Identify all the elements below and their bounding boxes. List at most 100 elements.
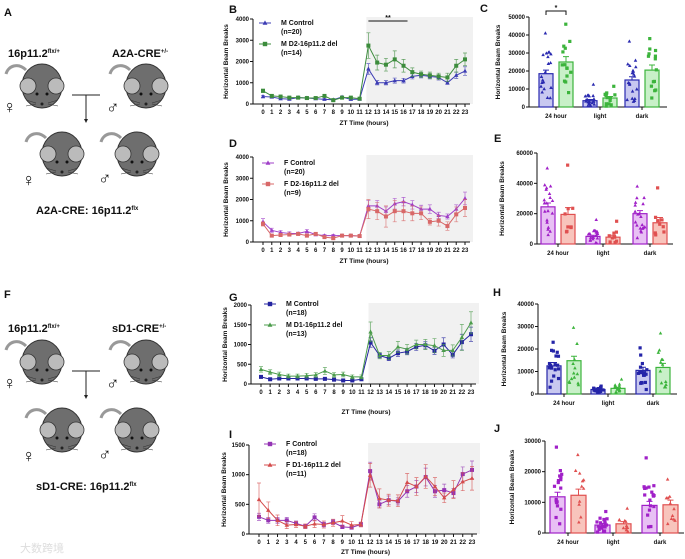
triangle-marker bbox=[591, 99, 596, 103]
triangle-marker bbox=[267, 462, 273, 467]
triangle-marker bbox=[664, 496, 669, 500]
x-tick-label: 16 bbox=[404, 540, 411, 546]
triangle-marker bbox=[401, 199, 406, 204]
square-marker bbox=[340, 233, 345, 238]
triangle-marker bbox=[256, 497, 262, 502]
square-marker bbox=[269, 93, 274, 98]
triangle-marker bbox=[665, 477, 670, 481]
panel-label-b: B bbox=[229, 4, 237, 16]
male-symbol-icon: ♂ bbox=[98, 444, 112, 464]
triangle-marker bbox=[577, 499, 582, 503]
square-marker bbox=[331, 236, 336, 241]
square-marker bbox=[257, 514, 261, 519]
x-tick-label: 15 bbox=[391, 110, 398, 116]
square-marker bbox=[639, 381, 643, 385]
dark-phase-shading bbox=[366, 155, 473, 242]
triangle-marker bbox=[577, 502, 581, 506]
square-marker bbox=[549, 348, 554, 352]
square-marker bbox=[563, 212, 567, 216]
panel-label-i: I bbox=[229, 429, 232, 441]
triangle-marker bbox=[542, 198, 547, 202]
square-marker bbox=[559, 507, 563, 511]
square-marker bbox=[463, 206, 467, 210]
x-tick-label: 8 bbox=[332, 110, 336, 116]
x-tick-label: 22 bbox=[453, 248, 460, 254]
x-tick-label: 7 bbox=[322, 540, 326, 546]
square-marker bbox=[604, 102, 608, 106]
triangle-marker bbox=[548, 229, 552, 233]
triangle-marker bbox=[633, 220, 638, 224]
triangle-marker bbox=[450, 348, 455, 353]
x-tick-label: 21 bbox=[444, 248, 451, 254]
triangle-marker bbox=[544, 187, 548, 191]
square-marker bbox=[556, 367, 561, 371]
square-marker bbox=[341, 378, 346, 383]
triangle-marker bbox=[321, 522, 327, 527]
y-axis-title: Horizontal Beam Breaks bbox=[509, 449, 516, 524]
square-marker bbox=[600, 524, 604, 529]
square-marker bbox=[401, 209, 406, 214]
legend-label: M Control bbox=[286, 301, 319, 308]
triangle-marker bbox=[414, 342, 419, 347]
x-tick-label: light bbox=[602, 401, 615, 407]
triangle-marker bbox=[656, 350, 661, 354]
x-tick-label: 11 bbox=[356, 248, 363, 254]
square-marker bbox=[604, 523, 609, 527]
chart-panel-j: 0 10000 20000 30000 Horizontal Beam Breaks 24… bbox=[509, 439, 684, 546]
square-marker bbox=[554, 497, 558, 502]
triangle-marker bbox=[544, 51, 549, 55]
offspring-genotype: A2A-CRE: 16p11.2flx bbox=[36, 205, 139, 217]
triangle-marker bbox=[266, 507, 271, 512]
square-marker bbox=[559, 486, 563, 490]
triangle-marker bbox=[546, 227, 550, 231]
triangle-marker bbox=[548, 195, 552, 199]
x-tick-label: 23 bbox=[462, 110, 469, 116]
x-tick-label: 21 bbox=[444, 110, 451, 116]
square-marker bbox=[277, 376, 282, 381]
triangle-marker bbox=[632, 98, 637, 102]
x-tick-label: 14 bbox=[385, 390, 392, 396]
cross-arrow bbox=[72, 370, 100, 398]
square-marker bbox=[571, 206, 575, 210]
square-marker bbox=[565, 74, 569, 78]
panel-label-e: E bbox=[494, 133, 501, 145]
square-marker bbox=[653, 48, 658, 53]
square-marker bbox=[436, 74, 441, 79]
triangle-marker bbox=[258, 366, 264, 371]
square-marker bbox=[552, 484, 557, 488]
square-marker bbox=[654, 88, 658, 92]
square-marker bbox=[267, 301, 273, 307]
square-marker bbox=[553, 368, 557, 372]
error-bar bbox=[610, 234, 616, 238]
triangle-marker bbox=[549, 52, 553, 56]
x-tick-label: 13 bbox=[376, 390, 383, 396]
male-symbol-icon: ♂ bbox=[106, 373, 120, 393]
significance-label: * bbox=[555, 5, 558, 12]
x-tick-label: 14 bbox=[383, 110, 390, 116]
triangle-marker bbox=[539, 74, 544, 78]
error-bar bbox=[554, 491, 561, 497]
x-tick-label: 19 bbox=[427, 248, 434, 254]
square-marker bbox=[332, 377, 337, 382]
y-tick-label: 0 bbox=[246, 240, 250, 246]
x-tick-label: 19 bbox=[427, 110, 434, 116]
square-marker bbox=[284, 518, 289, 523]
square-marker bbox=[649, 84, 654, 88]
square-marker bbox=[660, 218, 664, 222]
x-tick-label: 3 bbox=[288, 110, 292, 116]
triangle-marker bbox=[577, 520, 581, 524]
y-tick-label: 20000 bbox=[524, 470, 541, 476]
x-tick-label: 17 bbox=[409, 248, 416, 254]
bar bbox=[538, 73, 554, 108]
triangle-marker bbox=[468, 320, 474, 325]
x-tick-label: 11 bbox=[356, 110, 363, 116]
triangle-marker bbox=[546, 61, 551, 65]
triangle-marker bbox=[275, 517, 280, 522]
square-marker bbox=[609, 103, 613, 107]
triangle-marker bbox=[571, 371, 576, 375]
triangle-marker bbox=[404, 479, 410, 484]
triangle-marker bbox=[295, 373, 300, 378]
x-tick-label: 18 bbox=[418, 248, 425, 254]
triangle-marker bbox=[577, 471, 582, 475]
